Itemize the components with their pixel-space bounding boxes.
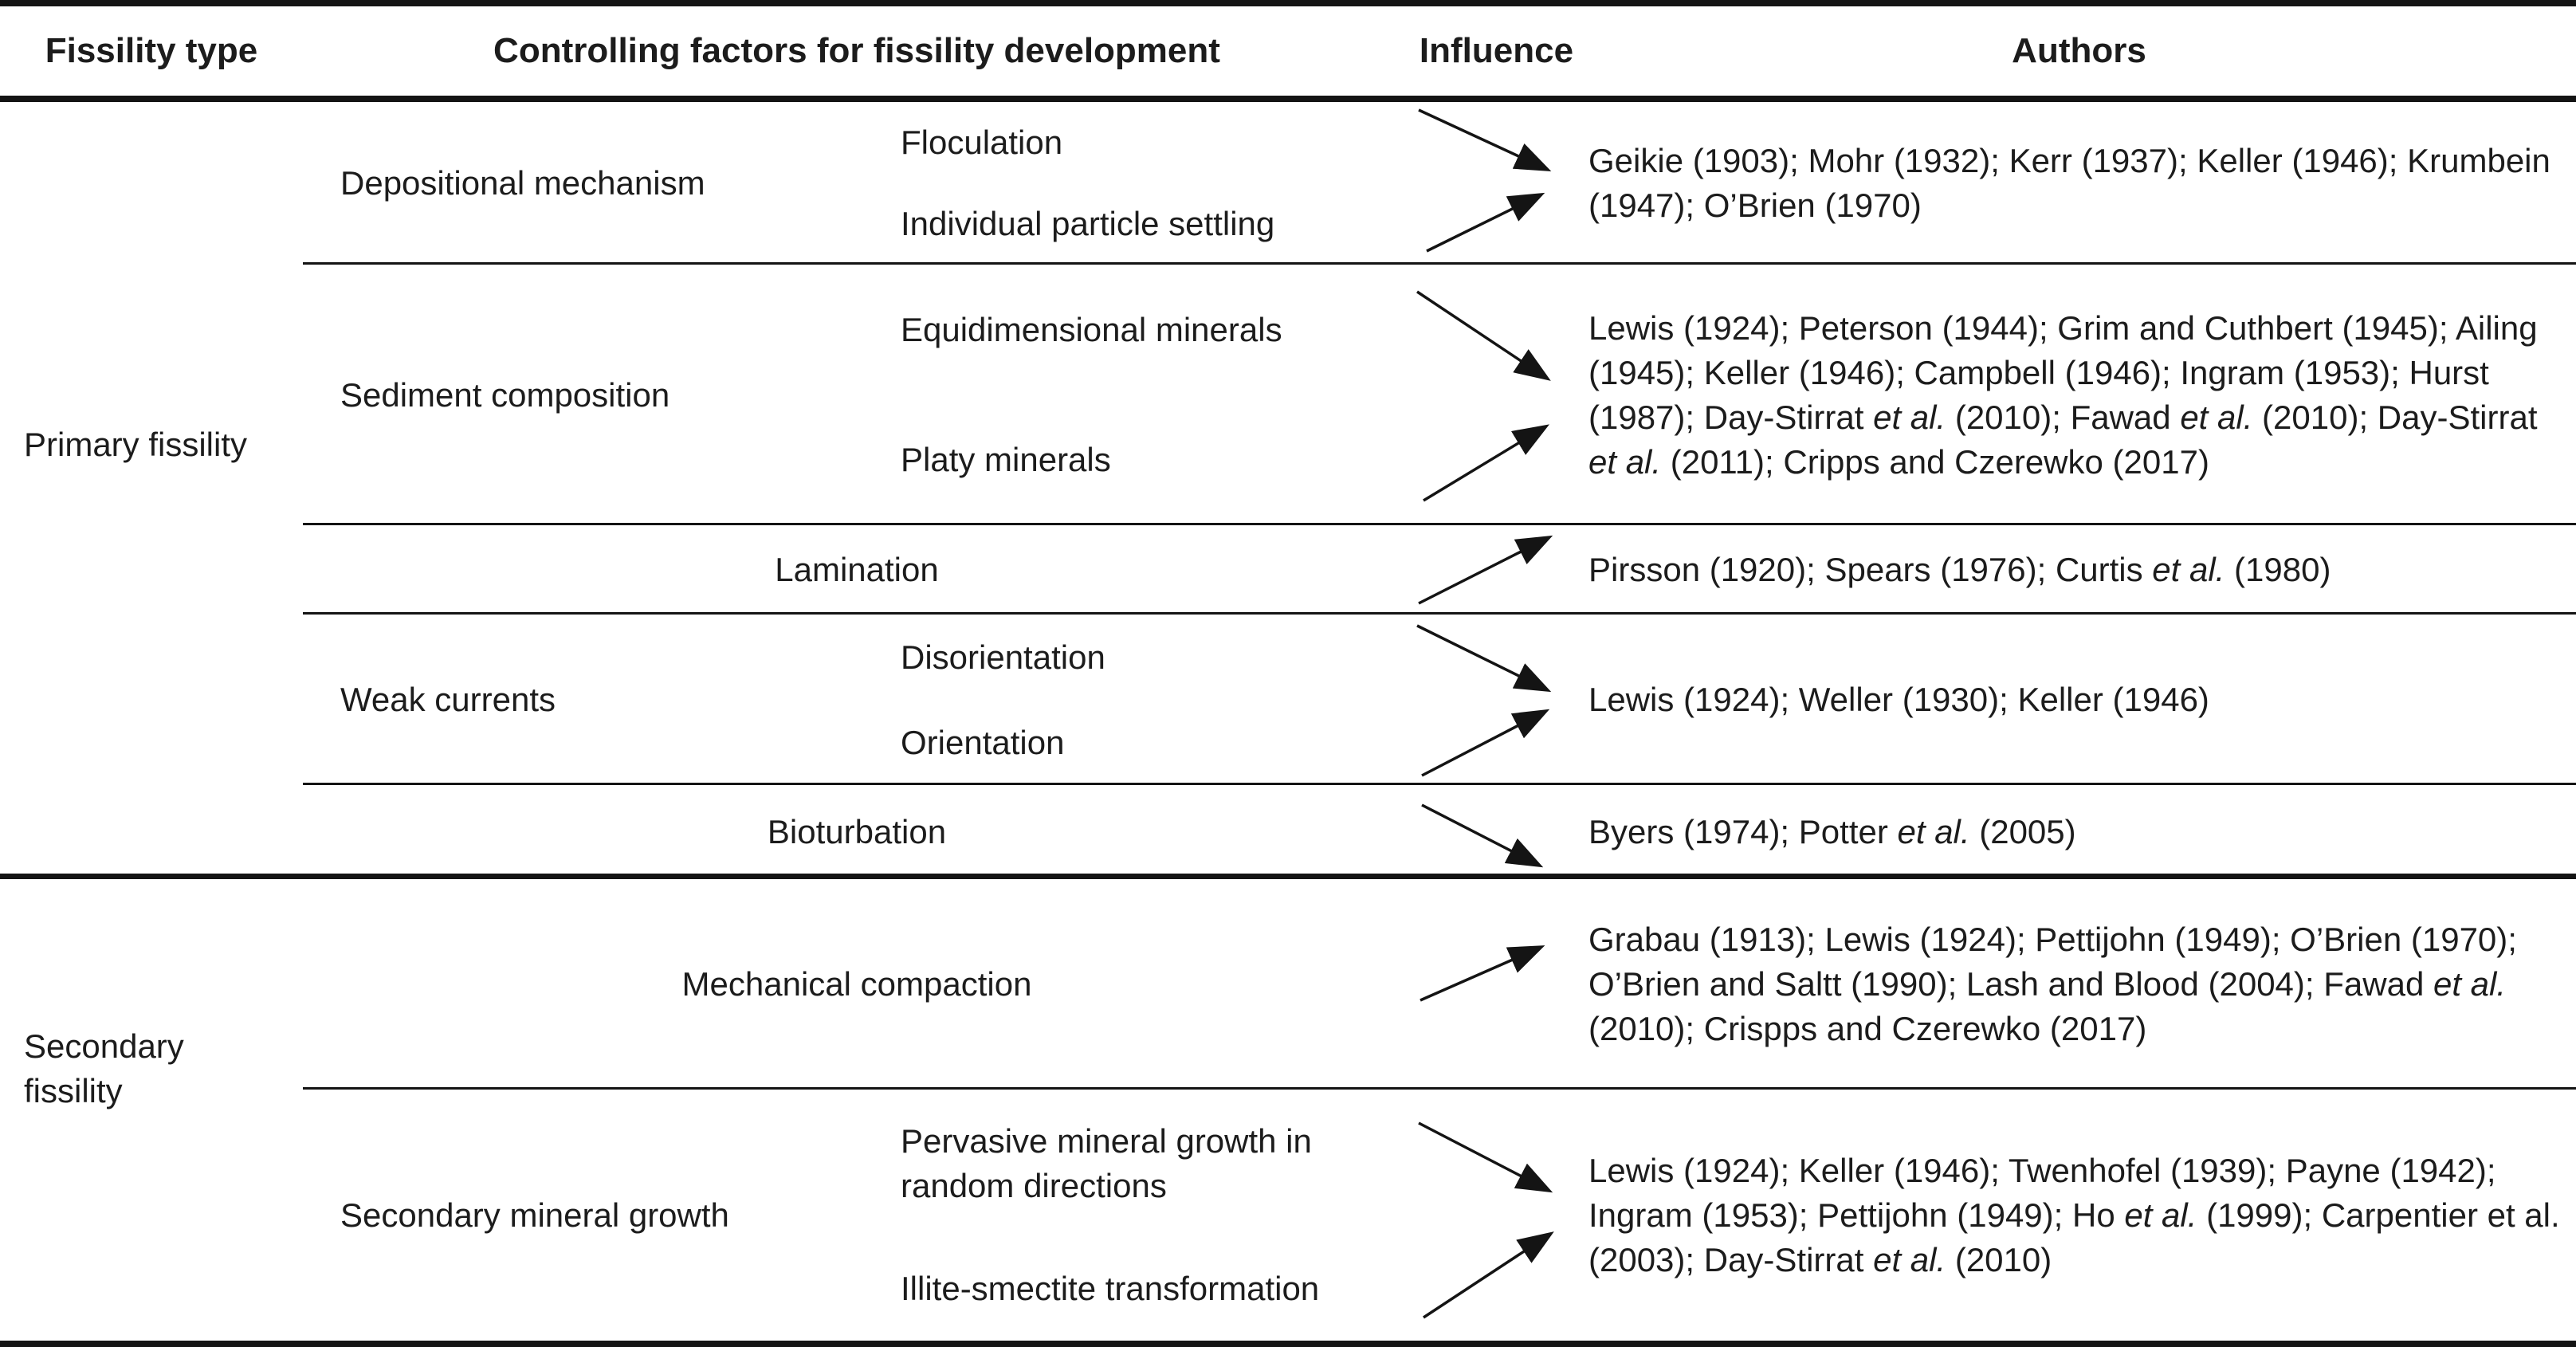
influence-arrow-up-right-icon <box>1418 535 1553 605</box>
table-border-bottom <box>0 1341 2576 1347</box>
table-row: Lamination Pirsson (1920); Spears (1976)… <box>0 525 2576 615</box>
factor-label: Bioturbation <box>767 813 947 850</box>
fissility-type-cell <box>0 102 303 265</box>
influence-arrow-down-right-icon <box>1418 108 1552 253</box>
authors-text: Pirsson (1920); Spears (1976); Curtis et… <box>1588 551 2331 588</box>
authors-text: Lewis (1924); Keller (1946); Twenhofel (… <box>1588 1151 2560 1278</box>
influence-arrow-down-right-icon <box>1421 803 1544 868</box>
row-divider <box>303 1087 2576 1090</box>
group-factor-label: Depositional mechanism <box>340 164 705 202</box>
sub-factor-cell: Floculation Individual particle settling <box>885 102 1411 265</box>
table-row: Sediment composition Equidimensional min… <box>0 265 2576 525</box>
sub-factor-label: Pervasive mineral growth in random direc… <box>901 1121 1312 1204</box>
table-border-top <box>0 0 2576 6</box>
sub-factor-label: Orientation <box>901 723 1065 761</box>
authors-cell: Lewis (1924); Keller (1946); Twenhofel (… <box>1582 1090 2576 1341</box>
authors-cell: Geikie (1903); Mohr (1932); Kerr (1937);… <box>1582 102 2576 265</box>
single-factor-cell: Mechanical compaction <box>303 879 1411 1090</box>
column-header-authors: Authors <box>2012 31 2146 70</box>
single-factor-cell: Lamination <box>303 525 1411 615</box>
factor-label: Mechanical compaction <box>681 965 1032 1003</box>
influence-arrow-up-right-icon <box>1420 945 1545 1002</box>
single-factor-cell: Bioturbation <box>303 785 1411 879</box>
authors-text: Byers (1974); Potter et al. (2005) <box>1588 813 2076 850</box>
sub-factor-label: Individual particle settling <box>901 205 1275 242</box>
sub-factor-cell: Pervasive mineral growth in random direc… <box>885 1090 1411 1341</box>
authors-cell: Byers (1974); Potter et al. (2005) <box>1582 785 2576 879</box>
authors-cell: Grabau (1913); Lewis (1924); Pettijohn (… <box>1582 879 2576 1090</box>
sub-factor-label: Floculation <box>901 124 1063 161</box>
authors-text: Grabau (1913); Lewis (1924); Pettijohn (… <box>1588 921 2517 1047</box>
row-divider <box>303 612 2576 615</box>
influence-cell <box>1411 102 1582 265</box>
influence-cell <box>1411 265 1582 525</box>
section-divider <box>0 874 2576 879</box>
table-row: Bioturbation Byers (1974); Potter et al.… <box>0 785 2576 879</box>
authors-cell: Lewis (1924); Peterson (1944); Grim and … <box>1582 265 2576 525</box>
influence-arrow-down-right-icon <box>1418 1121 1554 1319</box>
section-label-secondary: Secondary fissility <box>24 1027 184 1109</box>
column-header-influence: Influence <box>1419 31 1574 70</box>
fissility-type-cell <box>0 785 303 879</box>
fissility-type-cell <box>0 615 303 785</box>
factor-label: Lamination <box>775 551 939 588</box>
influence-arrow-down-right-icon <box>1416 624 1552 777</box>
column-header-fissility-type: Fissility type <box>45 31 258 70</box>
authors-text: Geikie (1903); Mohr (1932); Kerr (1937);… <box>1588 142 2550 224</box>
influence-arrow-down-right-icon <box>1416 290 1551 502</box>
group-factor-cell: Sediment composition <box>303 265 885 525</box>
influence-cell <box>1411 1090 1582 1341</box>
influence-cell <box>1411 785 1582 879</box>
row-divider <box>303 262 2576 265</box>
table-row: Mechanical compaction Grabau (1913); Lew… <box>0 879 2576 1090</box>
sub-factor-label: Platy minerals <box>901 441 1111 479</box>
authors-text: Lewis (1924); Weller (1930); Keller (194… <box>1588 681 2209 718</box>
fissility-type-cell <box>0 1090 303 1341</box>
group-factor-cell: Depositional mechanism <box>303 102 885 265</box>
sub-factor-cell: Disorientation Orientation <box>885 615 1411 785</box>
table-row: Weak currents Disorientation Orientation… <box>0 615 2576 785</box>
header-underline <box>0 96 2576 102</box>
table-row: Depositional mechanism Floculation Indiv… <box>0 102 2576 265</box>
authors-cell: Pirsson (1920); Spears (1976); Curtis et… <box>1582 525 2576 615</box>
group-factor-cell: Weak currents <box>303 615 885 785</box>
section-label-primary: Primary fissility <box>24 426 247 463</box>
sub-factor-label: Equidimensional minerals <box>901 310 1282 348</box>
influence-cell <box>1411 879 1582 1090</box>
column-header-controlling-factors: Controlling factors for fissility develo… <box>493 31 1220 70</box>
group-factor-label: Sediment composition <box>340 375 670 414</box>
sub-factor-cell: Equidimensional minerals Platy minerals <box>885 265 1411 525</box>
fissility-type-cell <box>0 525 303 615</box>
row-divider <box>303 783 2576 785</box>
table-row: Secondary mineral growth Pervasive miner… <box>0 1090 2576 1341</box>
authors-cell: Lewis (1924); Weller (1930); Keller (194… <box>1582 615 2576 785</box>
group-factor-label: Weak currents <box>340 681 556 718</box>
fissility-type-cell <box>0 265 303 525</box>
authors-text: Lewis (1924); Peterson (1944); Grim and … <box>1588 308 2538 481</box>
group-factor-label: Secondary mineral growth <box>340 1196 729 1234</box>
row-divider <box>303 523 2576 525</box>
sub-factor-label: Illite-smectite transformation <box>901 1270 1320 1308</box>
table-header-row: Fissility type Controlling factors for f… <box>0 6 2576 96</box>
influence-cell <box>1411 615 1582 785</box>
group-factor-cell: Secondary mineral growth <box>303 1090 885 1341</box>
influence-cell <box>1411 525 1582 615</box>
sub-factor-label: Disorientation <box>901 638 1105 676</box>
